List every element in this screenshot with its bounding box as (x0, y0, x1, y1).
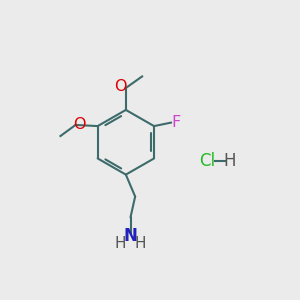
Text: H: H (223, 152, 236, 170)
Text: Cl: Cl (199, 152, 215, 170)
Text: H: H (114, 236, 126, 251)
Text: O: O (115, 79, 127, 94)
Text: N: N (124, 227, 137, 245)
Text: H: H (134, 236, 146, 251)
Text: O: O (73, 117, 85, 132)
Text: F: F (171, 115, 180, 130)
